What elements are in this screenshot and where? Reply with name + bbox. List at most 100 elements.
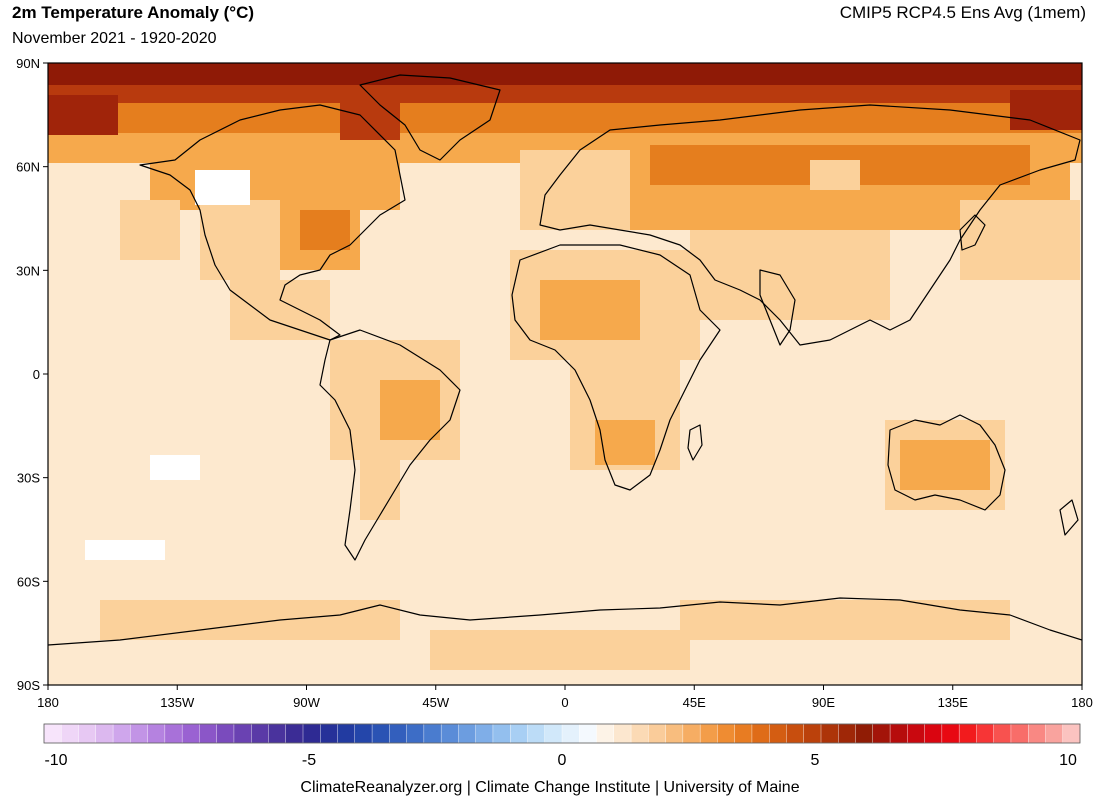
asia-light bbox=[690, 230, 890, 320]
antarctica-light-west bbox=[100, 600, 400, 640]
brazil-warm bbox=[380, 380, 440, 440]
legend-color-cell bbox=[976, 723, 995, 744]
lon-label: 180 bbox=[37, 695, 59, 710]
credit-footer: ClimateReanalyzer.org | Climate Change I… bbox=[300, 779, 800, 796]
legend-color-cell bbox=[596, 723, 615, 744]
legend-tick-label: 5 bbox=[811, 752, 820, 769]
legend-color-cell bbox=[492, 723, 511, 744]
legend-color-cell bbox=[510, 723, 528, 744]
coastlines bbox=[48, 74, 1082, 646]
lat-label: 90N bbox=[16, 56, 40, 71]
eurasia-coast bbox=[539, 104, 1081, 346]
europe-light bbox=[520, 150, 630, 230]
legend-color-cell bbox=[181, 723, 200, 744]
legend-color-cell bbox=[371, 723, 390, 744]
legend-color-cell bbox=[941, 723, 960, 744]
anomaly-map bbox=[48, 63, 1082, 685]
legend-color-cell bbox=[751, 723, 770, 744]
lon-label: 45E bbox=[683, 695, 706, 710]
lon-label: 90E bbox=[812, 695, 835, 710]
southern-africa-warm bbox=[595, 420, 655, 465]
legend-color-cell bbox=[1027, 723, 1046, 744]
madagascar-coast bbox=[687, 424, 703, 461]
legend-color-cell bbox=[147, 723, 166, 744]
lon-label: 90W bbox=[293, 695, 320, 710]
legend-tick-label: -10 bbox=[44, 752, 67, 769]
legend-color-cell bbox=[216, 723, 235, 744]
sahara-warm bbox=[540, 280, 640, 340]
legend-tick-label: 0 bbox=[558, 752, 567, 769]
legend-color-cell bbox=[250, 723, 269, 744]
legend-color-cell bbox=[268, 723, 287, 744]
legend-color-cell bbox=[285, 723, 304, 744]
lat-label: 30N bbox=[16, 263, 40, 278]
legend-color-cell bbox=[1045, 723, 1064, 744]
antarctica-coast bbox=[48, 597, 1082, 646]
legend-color-cell bbox=[958, 723, 977, 744]
mexico-light bbox=[230, 280, 330, 340]
legend-color-cell bbox=[820, 723, 839, 744]
lat-label: 30S bbox=[17, 471, 40, 486]
legend-color-cell bbox=[1062, 723, 1081, 744]
australia-warm bbox=[900, 440, 990, 490]
south-america-coast bbox=[319, 329, 461, 561]
alaska-neutral bbox=[195, 170, 250, 205]
legend-color-cell bbox=[544, 723, 563, 744]
legend-color-cell bbox=[354, 723, 373, 744]
color-legend: -10 -5 0 5 10 bbox=[43, 723, 1081, 769]
legend-color-cell bbox=[423, 723, 442, 744]
map-subtitle: November 2021 - 1920-2020 bbox=[12, 30, 217, 47]
legend-color-cell bbox=[907, 723, 926, 744]
legend-color-cell bbox=[78, 723, 97, 744]
legend-color-cell bbox=[630, 723, 649, 744]
legend-color-cell bbox=[130, 723, 149, 744]
north-pacific-light bbox=[960, 200, 1080, 280]
legend-color-cell bbox=[561, 723, 580, 744]
us-interior-light bbox=[200, 200, 280, 280]
southern-ocean-neutral bbox=[85, 540, 165, 560]
india-coast bbox=[759, 269, 796, 346]
legend-color-cell bbox=[164, 723, 183, 744]
latitude-axis: 90N 60N 30N 0 30S 60S 90S bbox=[16, 56, 48, 693]
lat-label: 60N bbox=[16, 160, 40, 175]
legend-color-cell bbox=[734, 723, 753, 744]
legend-color-cell bbox=[95, 723, 114, 744]
legend-color-cell bbox=[302, 723, 321, 744]
legend-color-cell bbox=[112, 723, 131, 744]
arctic-band-very-hot bbox=[48, 63, 1082, 85]
lon-label: 45W bbox=[422, 695, 449, 710]
legend-color-cell bbox=[613, 723, 632, 744]
australia-coast bbox=[887, 414, 1006, 511]
pacific-light-north bbox=[120, 200, 180, 260]
japan-coast bbox=[959, 214, 986, 251]
legend-color-cell bbox=[579, 723, 598, 744]
lat-label: 0 bbox=[33, 367, 40, 382]
legend-color-cell bbox=[924, 723, 943, 744]
eastern-us-strong bbox=[300, 210, 350, 250]
arctic-hotspot-east bbox=[1010, 90, 1082, 130]
legend-color-cell bbox=[458, 723, 477, 744]
lon-label: 135W bbox=[160, 695, 195, 710]
legend-color-cell bbox=[855, 723, 874, 744]
siberia-light-spot bbox=[810, 160, 860, 190]
canada-hotspot bbox=[340, 100, 400, 140]
legend-color-cell bbox=[233, 723, 252, 744]
legend-color-cell bbox=[527, 723, 546, 744]
legend-color-cell bbox=[803, 723, 822, 744]
legend-color-cell bbox=[43, 723, 62, 744]
legend-color-cell bbox=[682, 723, 701, 744]
north-america-coast bbox=[139, 104, 406, 341]
legend-frame bbox=[43, 723, 1081, 744]
africa-coast bbox=[511, 244, 721, 491]
legend-color-cell bbox=[61, 723, 80, 744]
legend-color-cell bbox=[389, 723, 408, 744]
legend-color-cell bbox=[648, 723, 667, 744]
legend-tick-label: 10 bbox=[1059, 752, 1077, 769]
legend-color-cell bbox=[440, 723, 459, 744]
legend-color-cell bbox=[786, 723, 805, 744]
legend-color-cell bbox=[665, 723, 684, 744]
lon-label: 180 bbox=[1071, 695, 1093, 710]
legend-color-cell bbox=[993, 723, 1012, 744]
longitude-axis: 180 135W 90W 45W 0 45E 90E 135E 180 bbox=[37, 685, 1093, 710]
